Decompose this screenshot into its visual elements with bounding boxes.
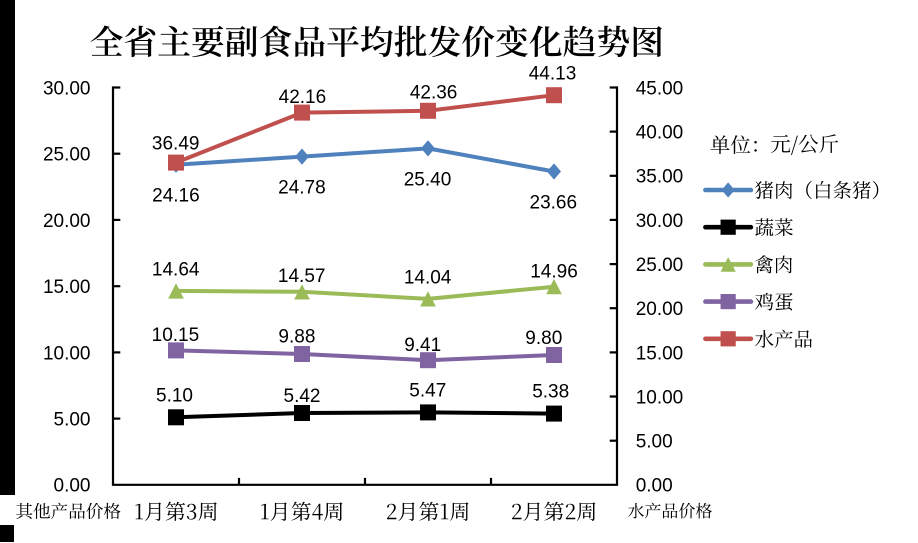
svg-text:15.00: 15.00 <box>636 343 684 364</box>
svg-text:44.13: 44.13 <box>529 64 577 85</box>
svg-text:0.00: 0.00 <box>54 476 91 497</box>
svg-text:5.00: 5.00 <box>636 432 673 453</box>
svg-text:14.57: 14.57 <box>278 266 326 287</box>
svg-text:5.47: 5.47 <box>409 381 446 402</box>
svg-text:42.36: 42.36 <box>410 82 458 103</box>
svg-text:30.00: 30.00 <box>43 78 91 99</box>
svg-text:30.00: 30.00 <box>636 211 684 232</box>
svg-text:10.15: 10.15 <box>152 325 200 346</box>
svg-text:10.00: 10.00 <box>636 387 684 408</box>
svg-text:35.00: 35.00 <box>636 167 684 188</box>
svg-text:24.16: 24.16 <box>152 186 200 207</box>
svg-text:20.00: 20.00 <box>43 211 91 232</box>
svg-text:9.41: 9.41 <box>404 335 441 356</box>
svg-text:9.80: 9.80 <box>525 328 562 349</box>
svg-text:25.00: 25.00 <box>636 255 684 276</box>
svg-text:5.38: 5.38 <box>532 382 569 403</box>
svg-text:14.64: 14.64 <box>152 260 200 281</box>
svg-text:10.00: 10.00 <box>43 343 91 364</box>
svg-text:14.96: 14.96 <box>530 261 578 282</box>
svg-text:5.42: 5.42 <box>284 386 321 407</box>
svg-text:40.00: 40.00 <box>636 123 684 144</box>
svg-text:23.66: 23.66 <box>530 193 578 214</box>
svg-text:14.04: 14.04 <box>404 267 452 288</box>
svg-text:9.88: 9.88 <box>278 326 315 347</box>
svg-text:5.00: 5.00 <box>54 410 91 431</box>
svg-text:15.00: 15.00 <box>43 277 91 298</box>
svg-text:25.00: 25.00 <box>43 145 91 166</box>
svg-text:24.78: 24.78 <box>278 178 326 199</box>
svg-text:36.49: 36.49 <box>152 133 200 154</box>
svg-text:42.16: 42.16 <box>279 87 327 108</box>
svg-text:5.10: 5.10 <box>156 386 193 407</box>
svg-text:45.00: 45.00 <box>636 78 684 99</box>
svg-text:20.00: 20.00 <box>636 299 684 320</box>
svg-text:0.00: 0.00 <box>636 476 673 497</box>
svg-text:25.40: 25.40 <box>404 169 452 190</box>
